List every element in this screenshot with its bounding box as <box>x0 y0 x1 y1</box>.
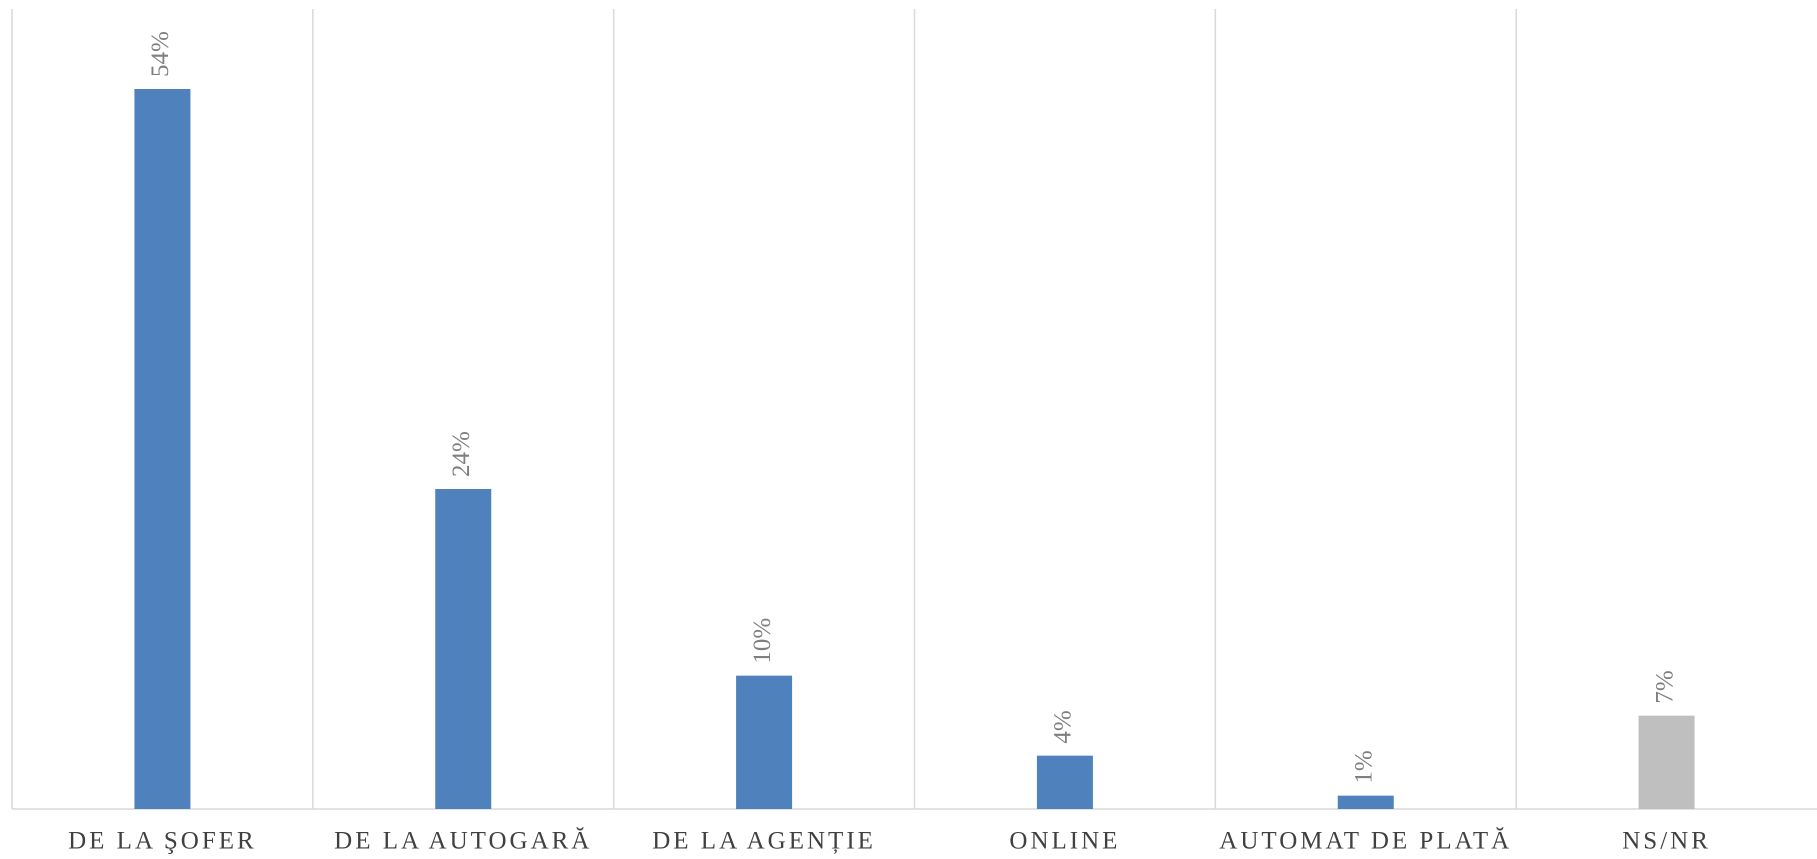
bar <box>1337 795 1394 809</box>
data-label: 10% <box>749 618 776 664</box>
bar <box>736 675 793 809</box>
bar <box>435 489 492 809</box>
bar <box>134 89 191 809</box>
data-label: 54% <box>147 31 174 77</box>
x-tick-label: DE LA ŞOFER <box>68 828 257 855</box>
x-tick-label: ONLINE <box>1009 828 1120 855</box>
bar <box>1036 755 1093 809</box>
data-label: 7% <box>1651 670 1678 703</box>
x-tick-label: DE LA AGENȚIE <box>652 828 876 855</box>
data-label: 1% <box>1350 750 1377 783</box>
data-label: 4% <box>1050 710 1077 743</box>
x-tick-label: NS/NR <box>1622 828 1711 855</box>
bar <box>1638 715 1695 809</box>
x-tick-label: DE LA AUTOGARĂ <box>334 827 592 855</box>
data-label: 24% <box>448 431 475 477</box>
x-tick-label: AUTOMAT DE PLATĂ <box>1219 827 1512 855</box>
